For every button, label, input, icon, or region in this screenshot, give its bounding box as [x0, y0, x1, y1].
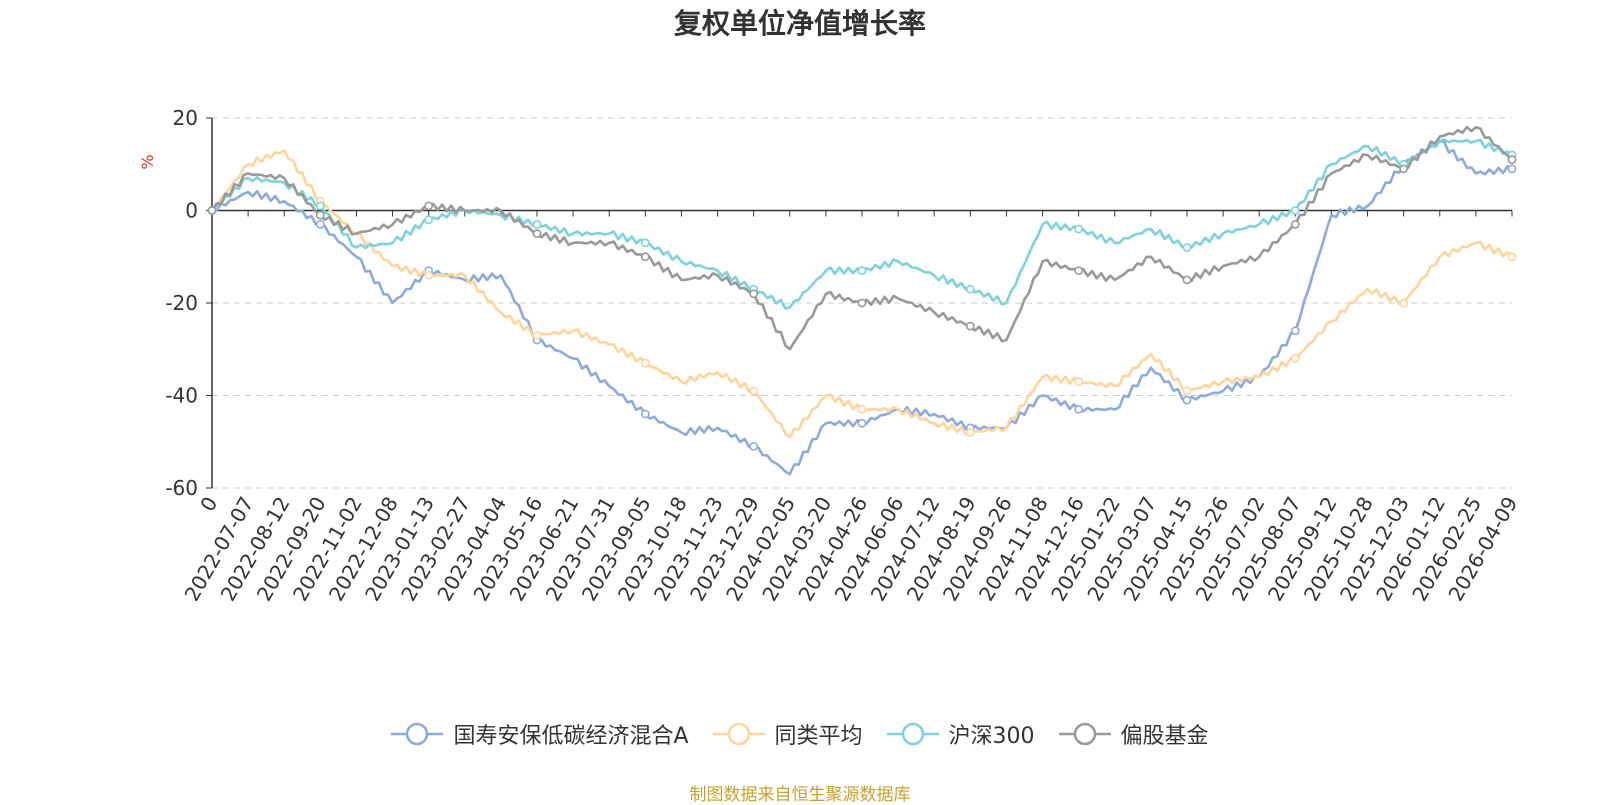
legend-item-1[interactable]: 同类平均	[712, 718, 863, 750]
data-point	[640, 238, 650, 248]
source-note: 制图数据来自恒生聚源数据库	[689, 785, 911, 805]
legend-marker-icon	[391, 722, 444, 746]
legend-label: 偏股基金	[1120, 724, 1209, 749]
legend-item-0[interactable]: 国寿安保低碳经济混合A	[391, 718, 689, 750]
data-point	[424, 215, 434, 225]
data-point	[315, 201, 325, 211]
legend-label: 国寿安保低碳经济混合A	[453, 724, 689, 749]
data-point	[207, 206, 217, 215]
series-line-2	[211, 138, 1513, 310]
data-point	[1182, 386, 1192, 396]
series-line-3	[210, 125, 1513, 351]
data-point	[1074, 266, 1084, 276]
data-point	[1074, 404, 1084, 414]
data-point	[532, 219, 542, 229]
data-point	[1182, 395, 1192, 405]
series-layer	[207, 125, 1517, 476]
data-point	[1074, 224, 1084, 234]
legend-marker-icon	[886, 722, 939, 746]
data-point	[1290, 206, 1300, 215]
legend-item-2[interactable]: 沪深300	[886, 718, 1035, 750]
legend-label: 同类平均	[774, 724, 863, 749]
y-tick-label: -60	[165, 476, 198, 500]
y-axis-label: %	[138, 154, 157, 169]
data-point	[640, 252, 650, 262]
legend-label: 沪深300	[948, 724, 1035, 749]
data-point	[640, 409, 650, 419]
data-point	[857, 298, 867, 308]
y-tick-label: -40	[165, 384, 198, 408]
legend: 国寿安保低碳经济混合A 同类平均 沪深300 偏股基金	[0, 718, 1600, 750]
data-point	[315, 219, 325, 229]
data-point	[857, 404, 867, 414]
data-point	[1507, 164, 1517, 174]
data-point	[965, 284, 975, 294]
data-point	[965, 321, 975, 331]
data-point	[424, 201, 434, 211]
x-tick-label: 0	[195, 493, 222, 516]
data-point	[1182, 275, 1192, 285]
legend-marker-icon	[1058, 722, 1111, 746]
data-point	[857, 266, 867, 276]
data-point	[1507, 252, 1517, 262]
chart-title: 复权单位净值增长率	[673, 7, 926, 40]
axis-layer: 200-20-40-6002022-07-072022-08-122022-09…	[165, 106, 1522, 605]
data-point	[1290, 326, 1300, 336]
data-point	[532, 229, 542, 239]
data-point	[857, 418, 867, 428]
data-point	[749, 441, 759, 451]
y-tick-label: 0	[185, 199, 198, 223]
series-3	[207, 125, 1517, 351]
data-point	[424, 270, 434, 280]
data-point	[532, 330, 542, 340]
y-tick-label: 20	[173, 106, 198, 130]
series-2	[207, 138, 1517, 310]
data-point	[315, 210, 325, 220]
series-0	[207, 139, 1517, 476]
data-point	[1182, 243, 1192, 252]
data-point	[1290, 354, 1300, 363]
data-point	[1507, 155, 1517, 165]
data-point	[1290, 219, 1300, 229]
data-point	[640, 358, 650, 368]
data-point	[749, 289, 759, 299]
data-point	[1399, 164, 1409, 174]
data-point	[1399, 298, 1409, 308]
y-tick-label: -20	[165, 291, 198, 315]
data-point	[965, 428, 975, 437]
legend-item-3[interactable]: 偏股基金	[1058, 718, 1209, 750]
legend-marker-icon	[712, 722, 765, 746]
data-point	[749, 386, 759, 396]
data-point	[1074, 377, 1084, 387]
